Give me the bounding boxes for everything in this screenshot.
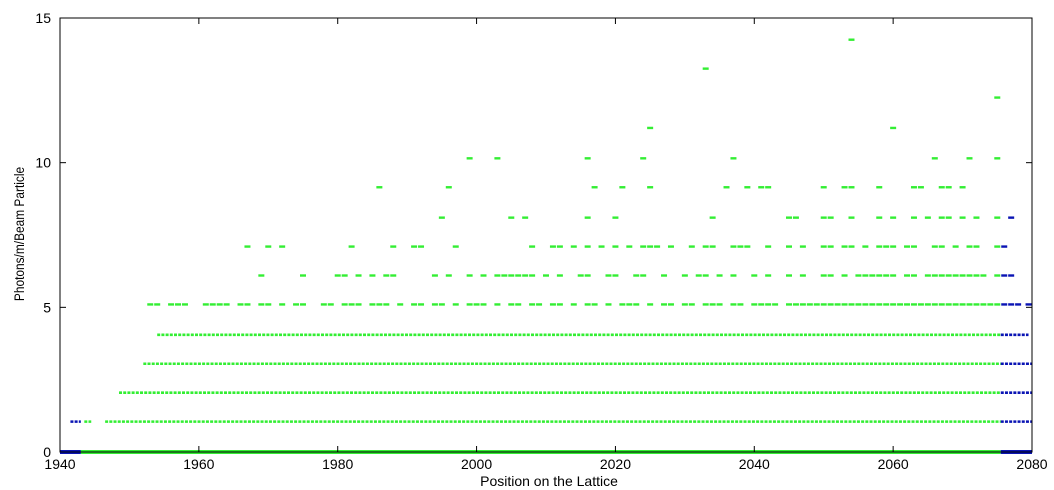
x-tick-label: 2040 [739, 456, 770, 472]
x-tick-label: 1960 [183, 456, 214, 472]
x-tick-label: 2000 [461, 456, 492, 472]
x-tick-label: 2060 [878, 456, 909, 472]
y-tick-label: 15 [35, 10, 51, 26]
x-tick-label: 1980 [322, 456, 353, 472]
axes: 1940 1960 1980 2000 2020 2040 2060 2080 0 5 10 15 [35, 10, 1047, 472]
y-tick-label: 10 [35, 155, 51, 171]
data-marks [60, 38, 1032, 454]
y-tick-label: 0 [43, 444, 51, 460]
y-axis-title: Photons/m/Beam Particle [11, 167, 27, 301]
axes-box [59, 17, 1033, 453]
series-green [84, 38, 1001, 423]
x-tick-label: 1940 [44, 456, 75, 472]
x-axis-title: Position on the Lattice [480, 473, 618, 489]
x-tick-label: 2080 [1016, 456, 1047, 472]
y-tick-label: 5 [43, 299, 51, 315]
x-tick-label: 2020 [600, 456, 631, 472]
